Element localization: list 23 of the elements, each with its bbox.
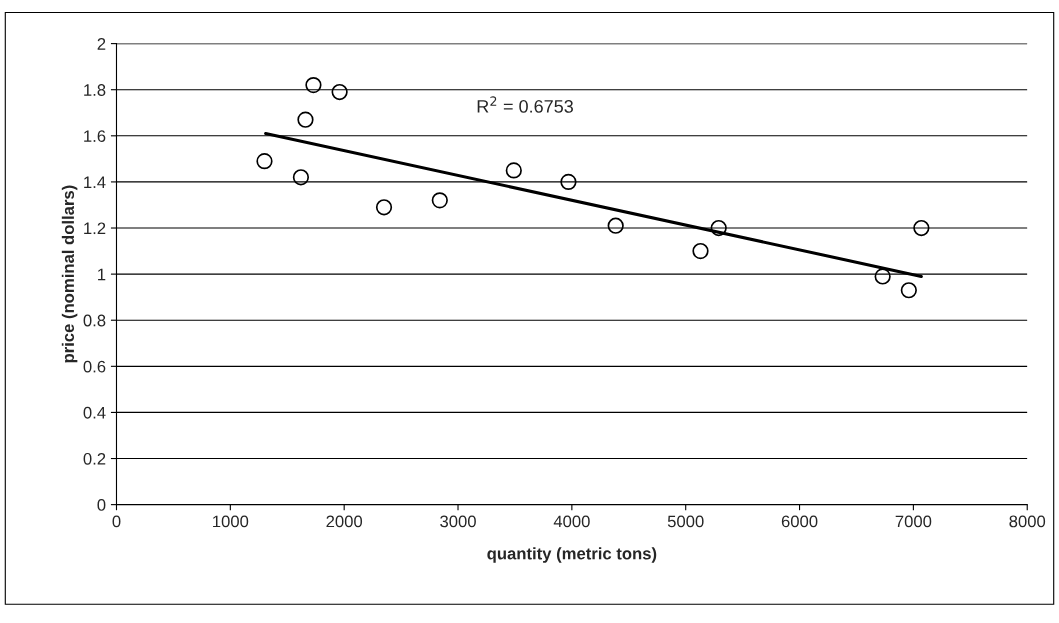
x-axis-title: quantity (metric tons) [487,547,657,563]
x-tick-label: 1000 [213,515,249,528]
x-tick-label: 2000 [326,515,363,528]
y-tick-label: 1.6 [84,130,106,143]
y-tick-label: 1.4 [84,176,106,188]
x-tick-label: 0 [112,515,121,528]
y-tick-label: 0 [97,499,106,511]
y-tick-label: 0.2 [83,452,106,465]
x-tick-label: 5000 [667,515,704,528]
y-tick-label: 2 [97,38,106,50]
y-axis-title: price (nominal dollars) [61,185,78,363]
y-tick-label: 1 [98,268,106,281]
x-tick-label: 7000 [895,515,932,528]
y-tick-label: 0.8 [83,314,106,327]
y-tick-label: 0.6 [83,360,106,373]
annotation: R$^{2}$ = 0.6753 [477,96,573,113]
y-tick-label: 1.8 [84,84,106,96]
x-tick-label: 3000 [440,515,476,528]
x-tick-label: 6000 [781,515,818,528]
y-tick-label: 0.4 [83,406,106,419]
y-tick-label: 1.2 [84,222,106,235]
x-tick-label: 4000 [553,515,590,528]
x-tick-label: 8000 [1009,515,1046,528]
